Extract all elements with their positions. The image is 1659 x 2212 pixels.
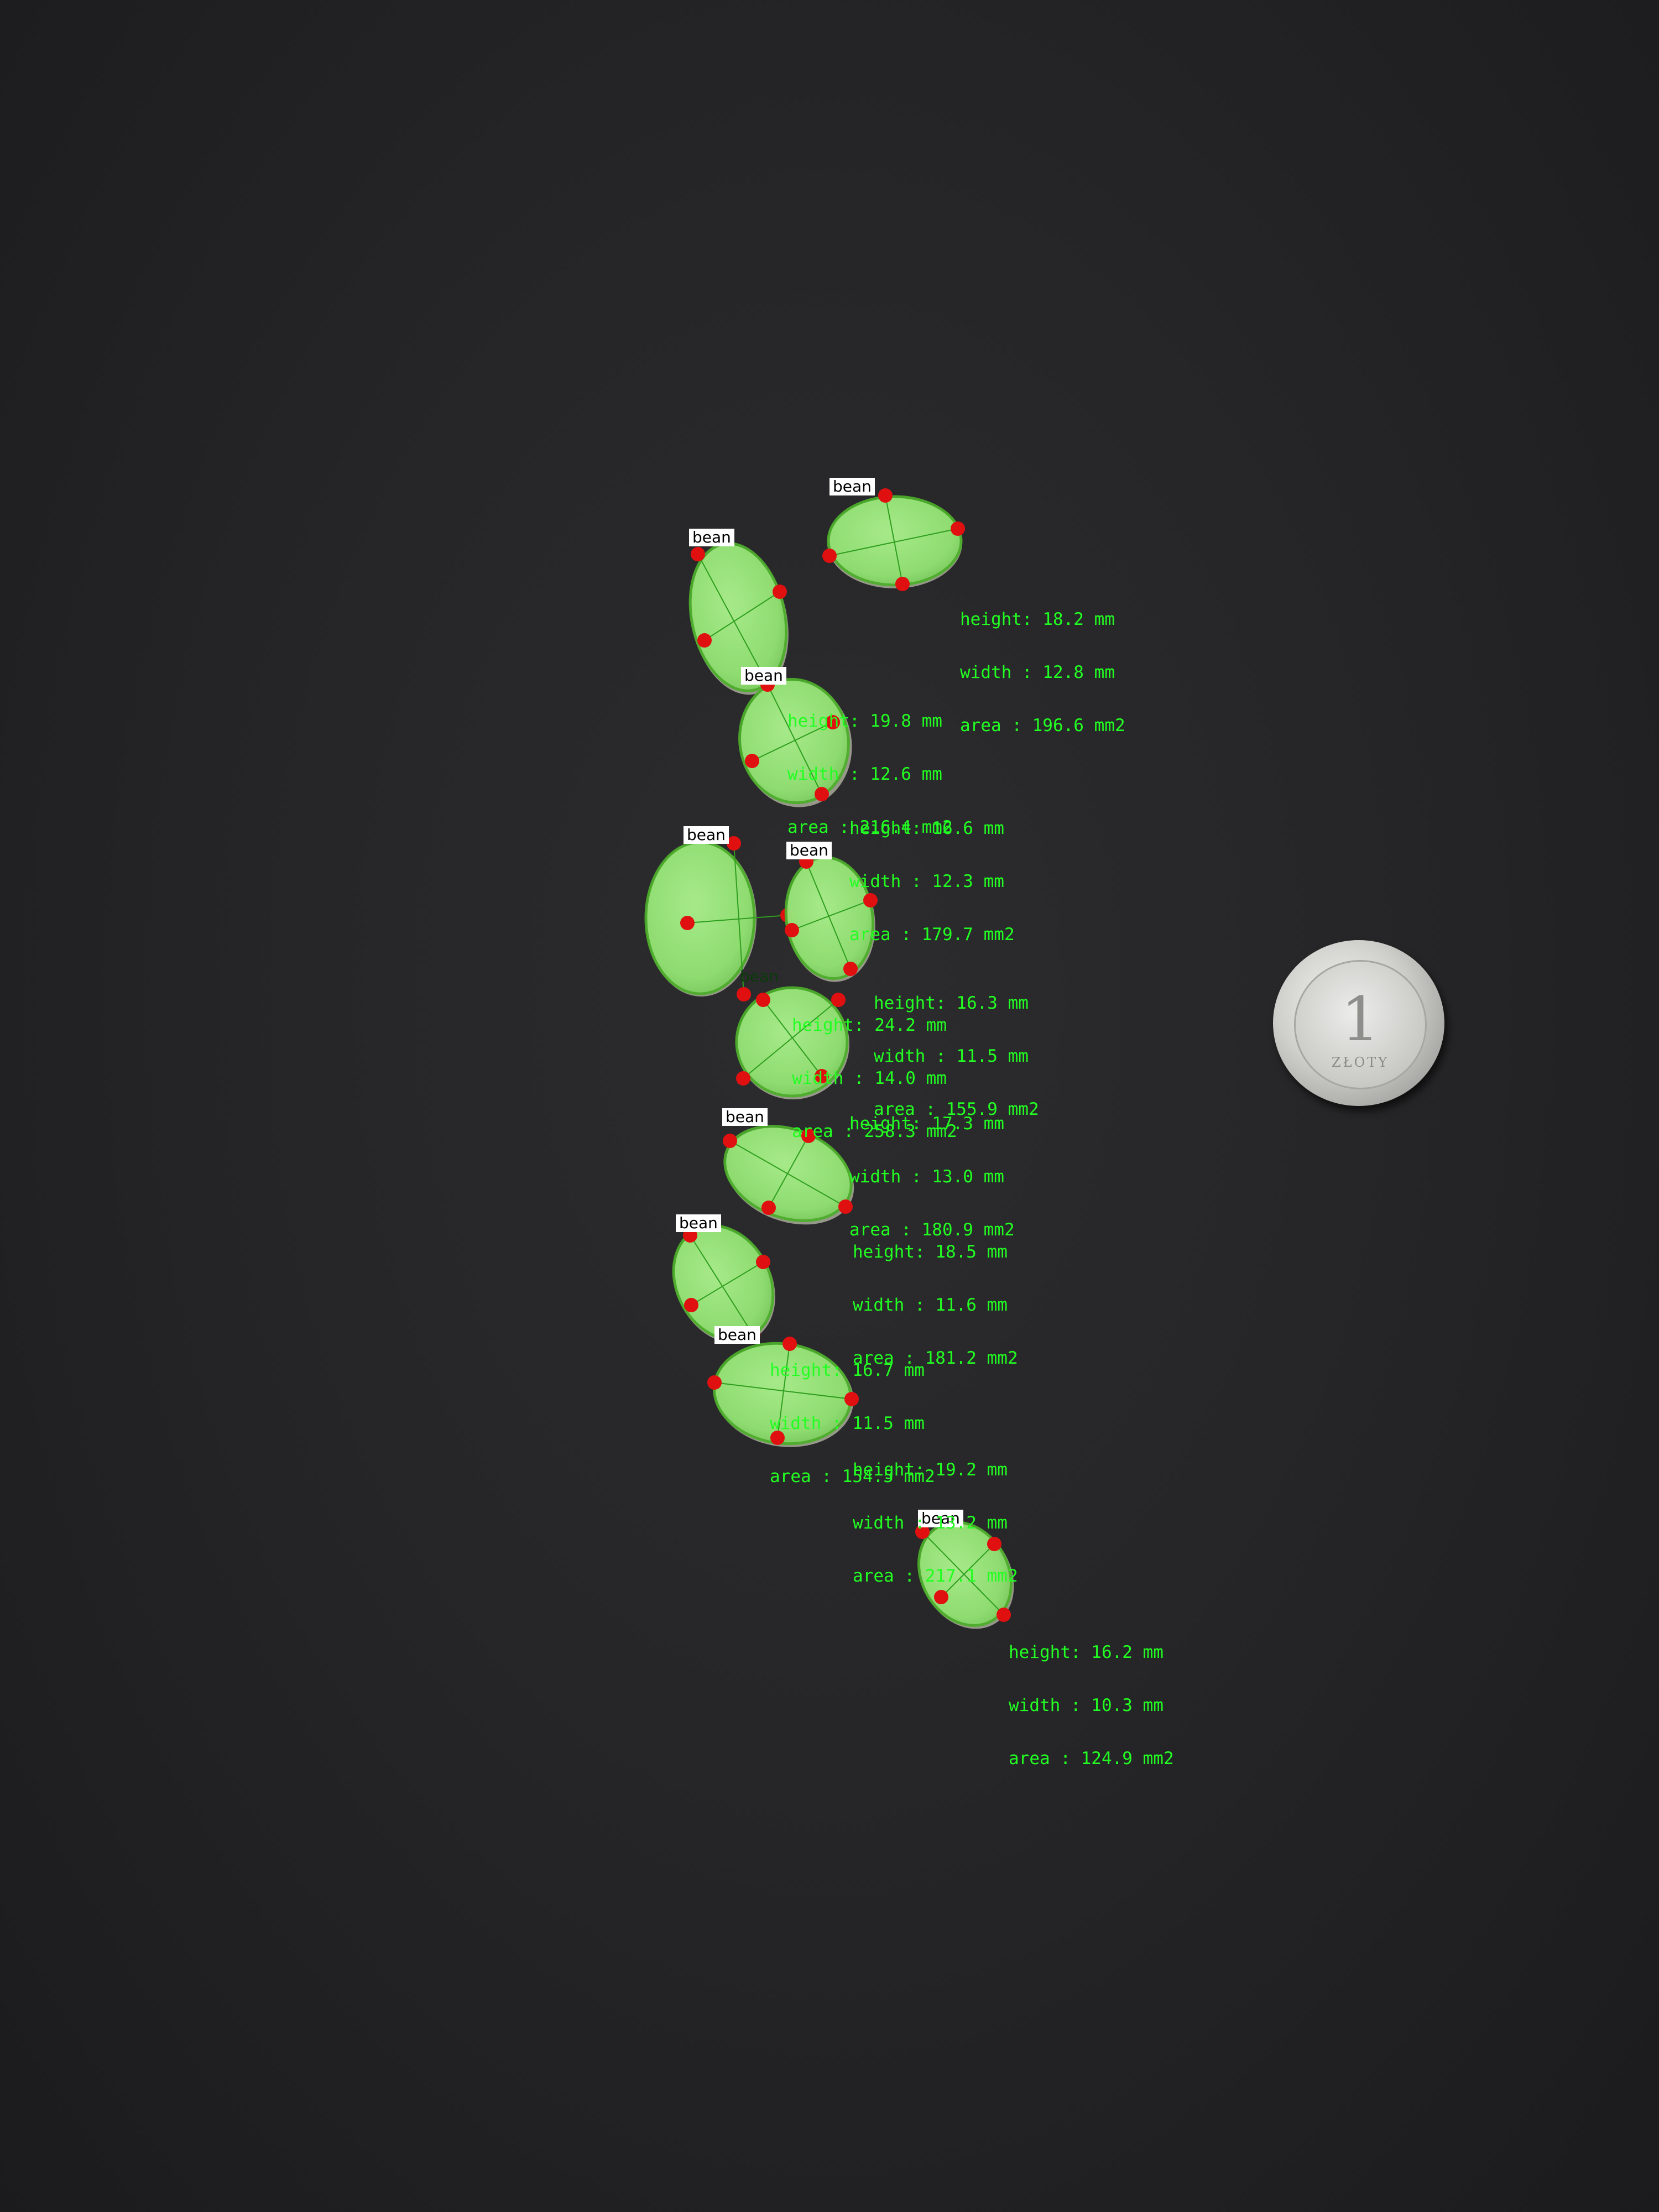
- height-readout: height: 18.5 mm: [853, 1242, 1008, 1262]
- height-readout: height: 16.7 mm: [770, 1360, 925, 1380]
- measurement-7: height: 18.5 mm width : 11.6 mm area : 1…: [853, 1208, 1018, 1385]
- bean-5: [784, 854, 878, 982]
- height-readout: height: 17.3 mm: [849, 1114, 1004, 1134]
- width-readout: width : 14.0 mm: [792, 1068, 947, 1088]
- height-readout: height: 16.2 mm: [1009, 1642, 1164, 1662]
- area-readout: area : 179.7 mm2: [849, 925, 1015, 945]
- measurement-5: height: 16.3 mm width : 11.5 mm area : 1…: [874, 959, 1039, 1136]
- measurement-9: height: 19.2 mm width : 13.2 mm area : 2…: [853, 1426, 1018, 1603]
- coin-face: 1 ZŁOTY: [1294, 960, 1427, 1089]
- height-readout: height: 18.2 mm: [960, 609, 1115, 629]
- width-readout: width : 12.8 mm: [960, 662, 1115, 682]
- bean-7: [723, 1125, 854, 1225]
- bean-1: [822, 488, 965, 591]
- area-readout: area : 155.9 mm2: [874, 1099, 1039, 1119]
- bean-label-4: bean: [684, 826, 729, 844]
- bean-4: [644, 836, 795, 1001]
- bean-label-1: bean: [830, 478, 875, 495]
- bean-label-6: bean: [740, 967, 779, 985]
- bean-label-10: bean: [918, 1510, 963, 1527]
- height-readout: height: 16.3 mm: [874, 993, 1029, 1013]
- height-readout: height: 16.6 mm: [849, 818, 1004, 838]
- measurement-4: height: 24.2 mm width : 14.0 mm area : 2…: [792, 981, 957, 1158]
- area-readout: area : 216.4 mm2: [787, 817, 953, 837]
- area-readout: area : 124.9 mm2: [1009, 1749, 1174, 1768]
- bean-6: [735, 986, 849, 1099]
- width-readout: width : 10.3 mm: [1009, 1695, 1164, 1715]
- bean-10: [915, 1521, 1014, 1629]
- coin-reference: 1 ZŁOTY: [1273, 940, 1444, 1106]
- coin-text: ZŁOTY: [1331, 1055, 1390, 1070]
- area-readout: area : 180.9 mm2: [849, 1220, 1015, 1240]
- measurement-8: height: 16.7 mm width : 11.5 mm area : 1…: [770, 1326, 935, 1503]
- measurement-1: height: 18.2 mm width : 12.8 mm area : 1…: [960, 575, 1125, 752]
- bean-label-9: bean: [714, 1326, 760, 1344]
- area-readout: area : 196.6 mm2: [960, 716, 1125, 735]
- height-readout: height: 19.2 mm: [853, 1460, 1008, 1480]
- width-readout: width : 11.5 mm: [874, 1046, 1029, 1066]
- bean-label-3: bean: [741, 667, 786, 685]
- area-readout: area : 258.3 mm2: [792, 1121, 957, 1141]
- width-readout: width : 13.0 mm: [849, 1167, 1004, 1187]
- width-readout: width : 12.3 mm: [849, 872, 1004, 891]
- area-readout: area : 154.5 mm2: [770, 1467, 935, 1486]
- bean-label-8: bean: [676, 1214, 721, 1232]
- height-readout: height: 24.2 mm: [792, 1015, 947, 1035]
- measurement-3: height: 16.6 mm width : 12.3 mm area : 1…: [849, 784, 1015, 961]
- measurement-6: height: 17.3 mm width : 13.0 mm area : 1…: [849, 1079, 1015, 1256]
- width-readout: width : 11.5 mm: [770, 1413, 925, 1433]
- bean-label-5: bean: [786, 842, 832, 859]
- measurement-10: height: 16.2 mm width : 10.3 mm area : 1…: [1009, 1608, 1174, 1785]
- measurement-2: height: 19.8 mm width : 12.6 mm area : 2…: [787, 677, 953, 854]
- coin-denomination: 1: [1341, 984, 1380, 1055]
- width-readout: width : 12.6 mm: [787, 764, 942, 784]
- area-readout: area : 217.1 mm2: [853, 1566, 1018, 1586]
- bean-label-7: bean: [722, 1108, 768, 1126]
- bean-9: [707, 1337, 859, 1447]
- width-readout: width : 11.6 mm: [853, 1295, 1008, 1315]
- bean-3: [738, 677, 852, 807]
- area-readout: area : 181.2 mm2: [853, 1348, 1018, 1368]
- bean-label-2: bean: [689, 529, 734, 546]
- width-readout: width : 13.2 mm: [853, 1513, 1008, 1533]
- height-readout: height: 19.8 mm: [787, 711, 942, 731]
